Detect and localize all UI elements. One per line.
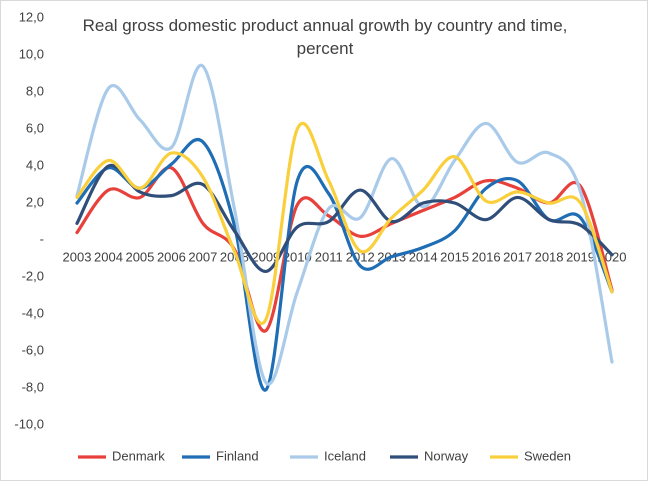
y-tick-label: 12,0 [19,9,44,24]
legend-label: Norway [424,448,469,463]
x-tick-label: 2009 [251,249,280,264]
y-tick-label: 2,0 [26,194,44,209]
x-tick-label: 2018 [535,249,564,264]
x-tick-label: 2017 [503,249,532,264]
line-series [75,121,614,325]
x-tick-label: 2004 [94,249,123,264]
y-tick-label: 8,0 [26,83,44,98]
x-tick-label: 2019 [566,249,595,264]
y-tick-label: -6,0 [22,342,44,357]
x-tick-label: 2014 [409,249,438,264]
y-tick-label: 10,0 [19,46,44,61]
chart-title: Real gross domestic product annual growt… [82,16,568,58]
legend-label: Iceland [324,448,366,463]
y-tick-label: 4,0 [26,157,44,172]
x-tick-label: 2015 [440,249,469,264]
x-tick-label: 2006 [157,249,186,264]
line-series [75,63,614,386]
legend-label: Sweden [524,448,571,463]
legend-label: Finland [216,448,259,463]
x-tick-label: 2016 [472,249,501,264]
x-tick-label: 2010 [283,249,312,264]
line-series [75,138,614,392]
x-tick-label: 2011 [315,249,343,264]
y-tick-label: -4,0 [22,305,44,320]
x-tick-label: 2003 [63,249,92,264]
legend-label: Denmark [112,448,165,463]
y-tick-label: -10,0 [14,416,44,431]
y-tick-label: -2,0 [22,268,44,283]
y-tick-label: 6,0 [26,120,44,135]
line-series [75,163,614,274]
x-tick-label: 2005 [125,249,154,264]
x-tick-label: 2007 [188,249,217,264]
y-tick-label: - [40,231,44,246]
y-tick-label: -8,0 [22,379,44,394]
